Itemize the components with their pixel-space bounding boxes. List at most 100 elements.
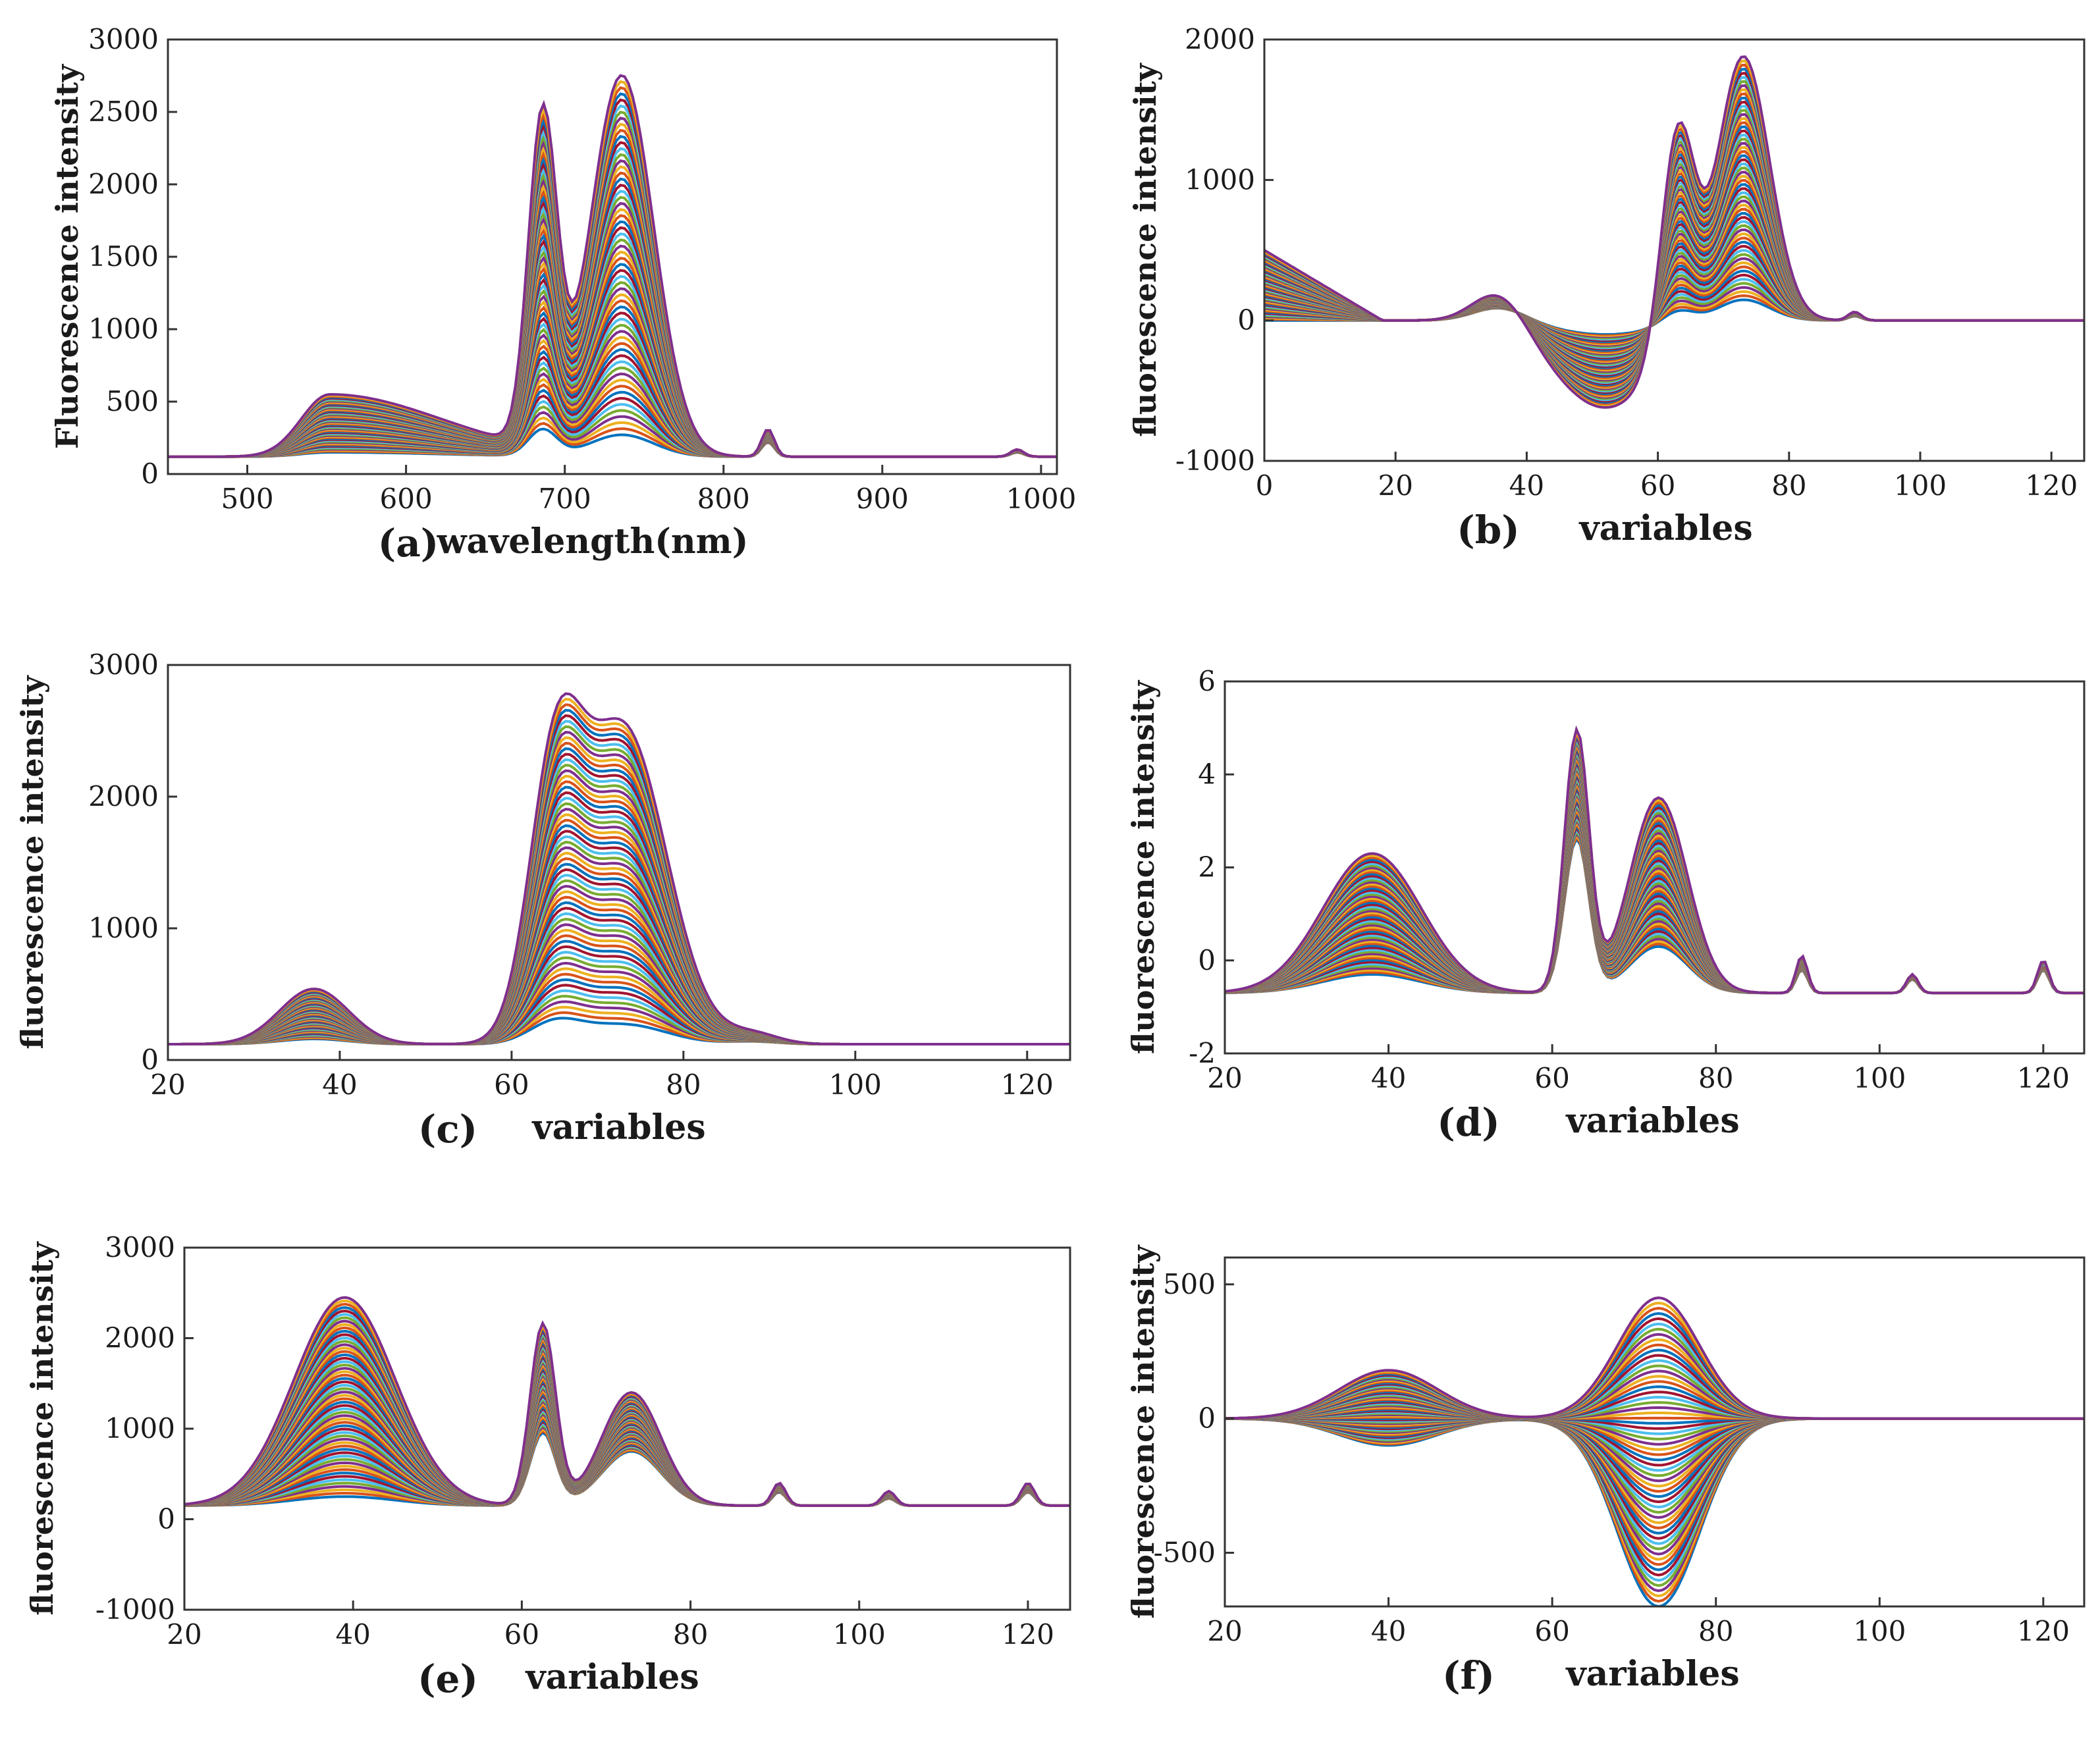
series-group [1264,55,2084,409]
x-tick-label: 40 [1371,1615,1406,1647]
panel-e: 20 40 60 80 100 120 -1000 0 1000 2000 3000 variable… [24,1231,1071,1701]
x-tick-label: 20 [1207,1615,1242,1647]
y-tick-label: 500 [1163,1268,1216,1300]
x-tick-label: 0 [1256,469,1274,502]
series-line [1225,1417,2084,1582]
y-axis-label: Fluorescence intensity [49,64,85,449]
x-tick-label: 40 [1371,1062,1406,1094]
series-group [168,692,1070,1046]
y-tick-label: 500 [106,385,159,417]
y-tick-label: -1000 [1175,444,1255,477]
y-tick-label: 2000 [105,1322,175,1354]
series-line [168,862,1070,1046]
y-tick-label: 1000 [88,912,159,944]
x-tick-label: 100 [1853,1615,1906,1647]
y-tick-label: 1000 [88,313,159,345]
y-tick-label: 2500 [88,95,159,128]
panel-label: (d) [1437,1100,1499,1145]
x-tick-label: 60 [1640,469,1675,502]
y-tick-label: 1500 [88,240,159,273]
y-tick-label: 0 [1198,944,1216,976]
x-axis-label: wavelength(nm) [437,521,749,562]
x-tick-label: 120 [2017,1062,2070,1094]
x-tick-label: 20 [1207,1062,1242,1094]
y-axis-label: fluorescence intensity [1125,680,1161,1054]
series-group [1225,725,2084,995]
x-tick-label: 40 [322,1069,357,1101]
y-axis-label: fluorescence intensity [24,1241,60,1615]
x-tick-label: 120 [2017,1615,2070,1647]
y-tick-label: 6 [1198,665,1216,697]
x-tick-label: 60 [504,1618,539,1651]
plot-frame [1263,38,2086,462]
x-tick-label: 40 [1509,469,1544,502]
y-tick-label: 0 [1237,304,1255,336]
x-tick-label: 60 [1534,1615,1569,1647]
y-tick-label: 1000 [1185,163,1255,196]
x-tick-label: 60 [1534,1062,1569,1094]
x-tick-label: 600 [380,483,433,515]
panel-label: (f) [1442,1653,1495,1698]
y-tick-label: 2000 [1185,23,1255,55]
y-axis-label: fluorescence intensity [14,675,50,1049]
series-line [184,1296,1070,1507]
plot-frame [167,664,1071,1061]
x-tick-label: 80 [1698,1062,1733,1094]
x-tick-label: 900 [856,483,909,515]
y-tick-label: -1000 [95,1593,175,1626]
y-axis-label: fluorescence intensity [1125,1244,1161,1618]
y-tick-label: 3000 [88,23,159,55]
x-tick-label: 100 [1894,469,1947,502]
series-group [1225,1296,2084,1606]
panel-label: (c) [418,1107,477,1152]
y-tick-label: 3000 [88,649,159,681]
y-tick-label: 2000 [88,780,159,812]
y-tick-label: -500 [1154,1536,1216,1568]
x-tick-label: 20 [150,1069,185,1101]
x-tick-label: 20 [1378,469,1413,502]
panel-f: 20 40 60 80 100 120 -500 0 500 variables fluoresce… [1125,1244,2086,1698]
panel-d: 20 40 60 80 100 120 -2 0 2 4 6 variables fluorescenc… [1125,665,2086,1145]
y-tick-label: 1000 [105,1412,175,1444]
x-tick-label: 500 [221,483,273,515]
x-tick-label: 120 [2025,469,2078,502]
series-line [168,923,1070,1046]
x-tick-label: 80 [1698,1615,1733,1647]
x-tick-label: 120 [1002,1618,1054,1651]
y-tick-label: 2 [1198,851,1216,884]
y-tick-label: 0 [141,458,159,490]
panel-label: (b) [1457,508,1519,552]
y-tick-label: 0 [141,1044,159,1076]
x-tick-label: 80 [1771,469,1806,502]
x-tick-label: 100 [1853,1062,1906,1094]
x-tick-label: 80 [666,1069,701,1101]
x-axis-label: variables [1565,1101,1739,1141]
y-tick-label: -2 [1189,1037,1216,1069]
panel-label: (a) [378,521,439,566]
panel-c: 20 40 60 80 100 120 0 1000 2000 3000 variables fluo… [14,649,1071,1152]
x-tick-label: 20 [167,1618,202,1651]
y-axis-label: fluorescence intensity [1127,63,1163,437]
x-tick-label: 100 [833,1618,886,1651]
x-tick-label: 80 [673,1618,708,1651]
series-line [1225,725,2084,995]
x-tick-label: 40 [335,1618,370,1651]
series-line [1264,55,2084,409]
x-axis-label: variables [531,1107,705,1148]
plot-frame [1224,1256,2086,1608]
x-axis-label: variables [1578,508,1752,548]
x-axis-label: variables [525,1657,699,1697]
x-tick-label: 120 [1001,1069,1054,1101]
y-tick-label: 0 [1198,1402,1216,1435]
x-tick-label: 800 [697,483,750,515]
panel-b: 0 20 40 60 80 100 120-1000010002000variablesfl… [1127,23,2086,552]
panel-a: 500 600 700 800 900 1000 0 500 1000 1500 2000 2500 3… [49,23,1076,566]
x-tick-label: 60 [494,1069,529,1101]
y-tick-label: 4 [1198,758,1216,790]
series-line [168,74,1057,458]
x-axis-label: variables [1565,1654,1739,1694]
series-group [184,1296,1070,1507]
series-line [168,692,1070,1046]
series-group [168,74,1057,458]
